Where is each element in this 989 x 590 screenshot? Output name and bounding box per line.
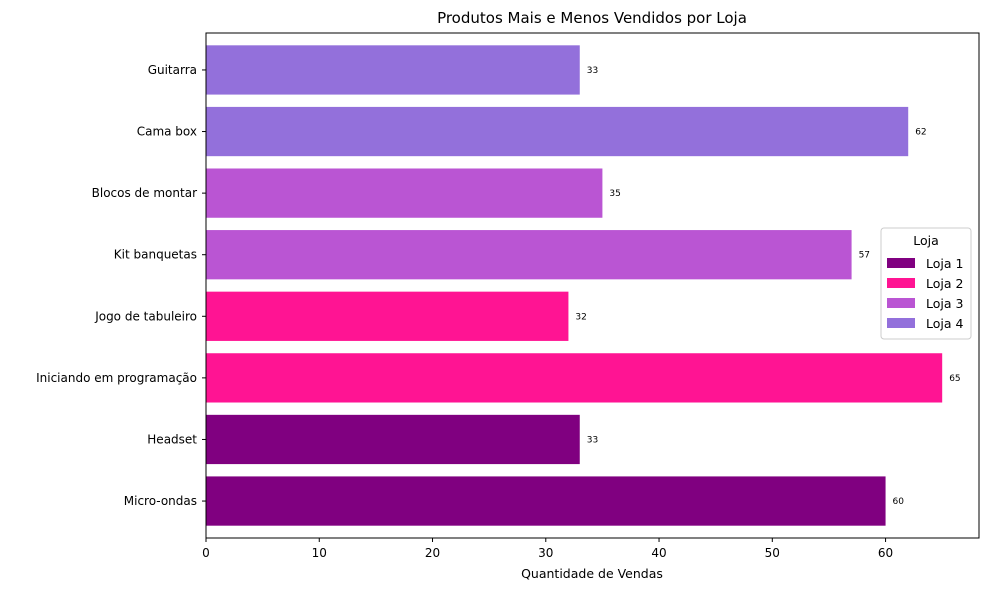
- y-tick-label: Guitarra: [148, 63, 197, 77]
- y-tick-label: Cama box: [137, 125, 197, 139]
- bar-iniciando-em-programa-o: [206, 353, 943, 403]
- bar-blocos-de-montar: [206, 168, 603, 218]
- y-axis: Micro-ondas Headset Iniciando em programaç…: [36, 63, 206, 508]
- bar-value-label: 35: [609, 189, 620, 199]
- legend-swatch: [887, 318, 915, 328]
- y-tick-label: Kit banquetas: [114, 248, 197, 262]
- y-tick-label: Iniciando em programação: [36, 371, 197, 385]
- bar-headset: [206, 414, 580, 465]
- y-tick-label: Headset: [147, 432, 197, 446]
- bar-value-label: 60: [893, 497, 905, 507]
- y-tick-label: Micro-ondas: [124, 494, 197, 508]
- legend-entry-label: Loja 3: [926, 296, 963, 311]
- x-axis-label: Quantidade de Vendas: [521, 566, 663, 581]
- bar-value-label: 32: [575, 312, 586, 322]
- bar-value-label: 62: [915, 128, 926, 138]
- bar-guitarra: [206, 45, 580, 95]
- x-axis: 0 10 20 30 40 50 60: [202, 538, 893, 560]
- legend: Loja Loja 1 Loja 2 Loja 3 Loja 4: [880, 227, 972, 340]
- legend-swatch: [887, 258, 915, 268]
- plot-frame: [205, 32, 980, 539]
- bar-value-label: 57: [859, 251, 870, 261]
- legend-entry-label: Loja 2: [926, 276, 963, 291]
- legend-swatch: [887, 298, 915, 308]
- legend-entry-label: Loja 1: [926, 256, 963, 271]
- bar-labels-group: 60 33 65 32 57 35 62 33: [575, 66, 960, 507]
- x-tick-label: 10: [312, 546, 327, 560]
- legend-swatch: [887, 278, 915, 288]
- chart-title: Produtos Mais e Menos Vendidos por Loja: [437, 9, 747, 27]
- bar-jogo-de-tabuleiro: [206, 291, 569, 341]
- legend-entry-label: Loja 4: [926, 316, 963, 331]
- bar-cama-box: [206, 106, 909, 157]
- x-tick-label: 40: [651, 546, 666, 560]
- x-tick-label: 60: [878, 546, 893, 560]
- legend-title: Loja: [913, 233, 939, 248]
- y-tick-label: Jogo de tabuleiro: [94, 309, 197, 323]
- bar-micro-ondas: [206, 476, 886, 526]
- bar-value-label: 33: [587, 66, 598, 76]
- x-tick-label: 30: [538, 546, 553, 560]
- x-tick-label: 0: [202, 546, 210, 560]
- bar-value-label: 65: [949, 374, 960, 384]
- x-tick-label: 50: [765, 546, 780, 560]
- bars-group: [206, 45, 943, 526]
- bar-value-label: 33: [587, 435, 598, 445]
- x-tick-label: 20: [425, 546, 440, 560]
- legend-frame: [880, 227, 972, 340]
- bar-kit-banquetas: [206, 230, 852, 280]
- y-tick-label: Blocos de montar: [92, 186, 197, 200]
